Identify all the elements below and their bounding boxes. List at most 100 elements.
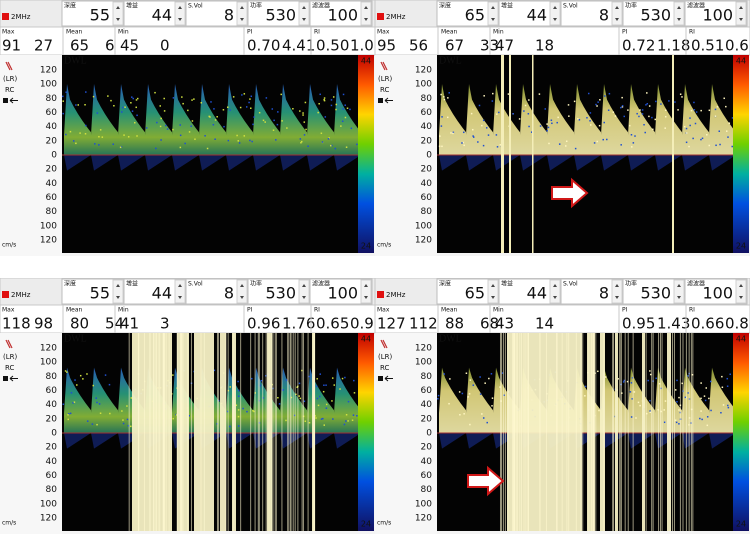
readout-value: 6 [105, 37, 115, 55]
speckle [621, 104, 624, 107]
speckle [512, 113, 514, 115]
field-value: 44 [152, 284, 172, 303]
spinner[interactable] [236, 1, 248, 26]
speckle [120, 146, 123, 148]
readout-label: Min [118, 29, 129, 36]
spinner[interactable] [174, 279, 186, 304]
speckle [85, 91, 87, 93]
colorbar-bottom: 24 [361, 242, 371, 251]
speckle [674, 419, 677, 421]
scale-label: 100 [415, 358, 432, 368]
reflection [655, 155, 682, 171]
speckle [499, 144, 502, 146]
speckle [654, 118, 656, 121]
speckle [596, 140, 598, 143]
field-value: 530 [640, 284, 671, 303]
spinner[interactable] [735, 279, 747, 304]
arrow [467, 465, 505, 497]
artifact-streak [521, 333, 523, 531]
probe-label: 2MHz [11, 291, 31, 299]
readout-value: 3 [160, 315, 170, 333]
scale-label: 120 [415, 66, 432, 76]
readout-value: 47 [495, 37, 514, 55]
spinner[interactable] [549, 279, 561, 304]
speckle [113, 104, 115, 107]
speckle [200, 101, 203, 104]
speckle [163, 110, 166, 112]
spinner[interactable] [673, 1, 685, 26]
speckle [285, 419, 287, 422]
speckle [79, 132, 81, 134]
spinner[interactable] [174, 1, 186, 26]
pen-icon [380, 339, 388, 349]
spinner[interactable] [360, 1, 372, 26]
speckle [246, 410, 248, 413]
probe-icon [2, 291, 9, 298]
spinner[interactable] [549, 1, 561, 26]
speckle [646, 92, 648, 94]
readout-value: 91 [2, 37, 21, 55]
speckle [688, 145, 690, 148]
speckle [323, 98, 325, 101]
speckle [351, 419, 354, 422]
spinner[interactable] [360, 279, 372, 304]
field-value: 8 [224, 284, 234, 303]
readout-label: PI [247, 307, 253, 314]
speckle [701, 418, 703, 421]
speckle [92, 384, 95, 387]
speckle [685, 141, 688, 144]
spinner[interactable] [112, 1, 124, 26]
speckle [645, 104, 647, 106]
speckle [345, 420, 347, 422]
speckle [614, 115, 617, 117]
speckle [468, 393, 471, 395]
speckle [317, 111, 319, 114]
speckle [194, 138, 196, 140]
artifact [672, 55, 674, 253]
speckle [440, 125, 443, 127]
speckle [631, 146, 633, 148]
waveform [439, 367, 466, 433]
speckle [693, 101, 695, 104]
speckle [104, 374, 107, 376]
speckle [73, 401, 76, 403]
speckle [721, 375, 723, 378]
spinner-up [491, 284, 495, 287]
speckle [584, 395, 586, 397]
spinner[interactable] [611, 279, 623, 304]
speckle [344, 116, 347, 119]
spinner[interactable] [611, 1, 623, 26]
readout-value: 1.76 [282, 315, 315, 333]
spinner[interactable] [298, 1, 310, 26]
speckle [304, 420, 307, 422]
reflection [226, 155, 253, 171]
speckle [641, 113, 644, 115]
speckle [548, 142, 550, 145]
speckle [439, 135, 441, 137]
spinner[interactable] [236, 279, 248, 304]
reflection [547, 155, 574, 171]
speckle [356, 143, 358, 146]
speckle [720, 411, 722, 414]
spinner[interactable] [112, 279, 124, 304]
speckle [703, 395, 706, 397]
speckle [498, 111, 500, 114]
spinner[interactable] [487, 1, 499, 26]
speckle [488, 377, 490, 380]
spinner[interactable] [487, 279, 499, 304]
speckle [718, 130, 721, 132]
spinner[interactable] [735, 1, 747, 26]
spinner[interactable] [673, 279, 685, 304]
artifact-streak [575, 333, 577, 531]
speckle [318, 102, 320, 105]
speckle [486, 421, 488, 424]
speckle [437, 397, 439, 400]
speckle [597, 101, 599, 103]
speckle [716, 106, 719, 108]
speckle [172, 128, 174, 131]
spinner[interactable] [298, 279, 310, 304]
speckle [324, 116, 327, 118]
artifact-streak [504, 333, 506, 531]
artifact [587, 333, 595, 531]
